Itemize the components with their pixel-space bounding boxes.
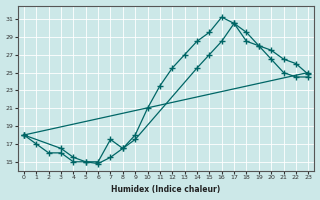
X-axis label: Humidex (Indice chaleur): Humidex (Indice chaleur) bbox=[111, 185, 221, 194]
